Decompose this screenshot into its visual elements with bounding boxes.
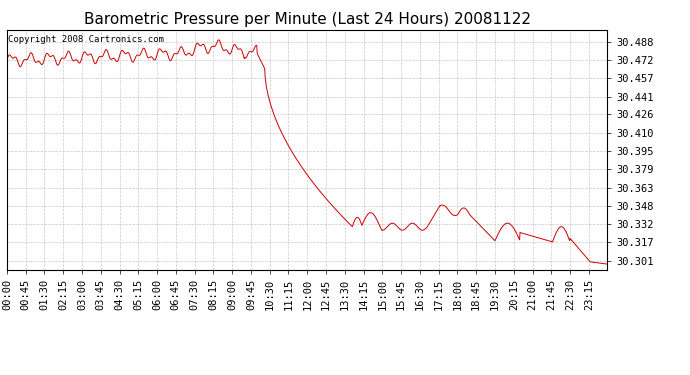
Title: Barometric Pressure per Minute (Last 24 Hours) 20081122: Barometric Pressure per Minute (Last 24 … bbox=[83, 12, 531, 27]
Text: Copyright 2008 Cartronics.com: Copyright 2008 Cartronics.com bbox=[8, 35, 164, 44]
